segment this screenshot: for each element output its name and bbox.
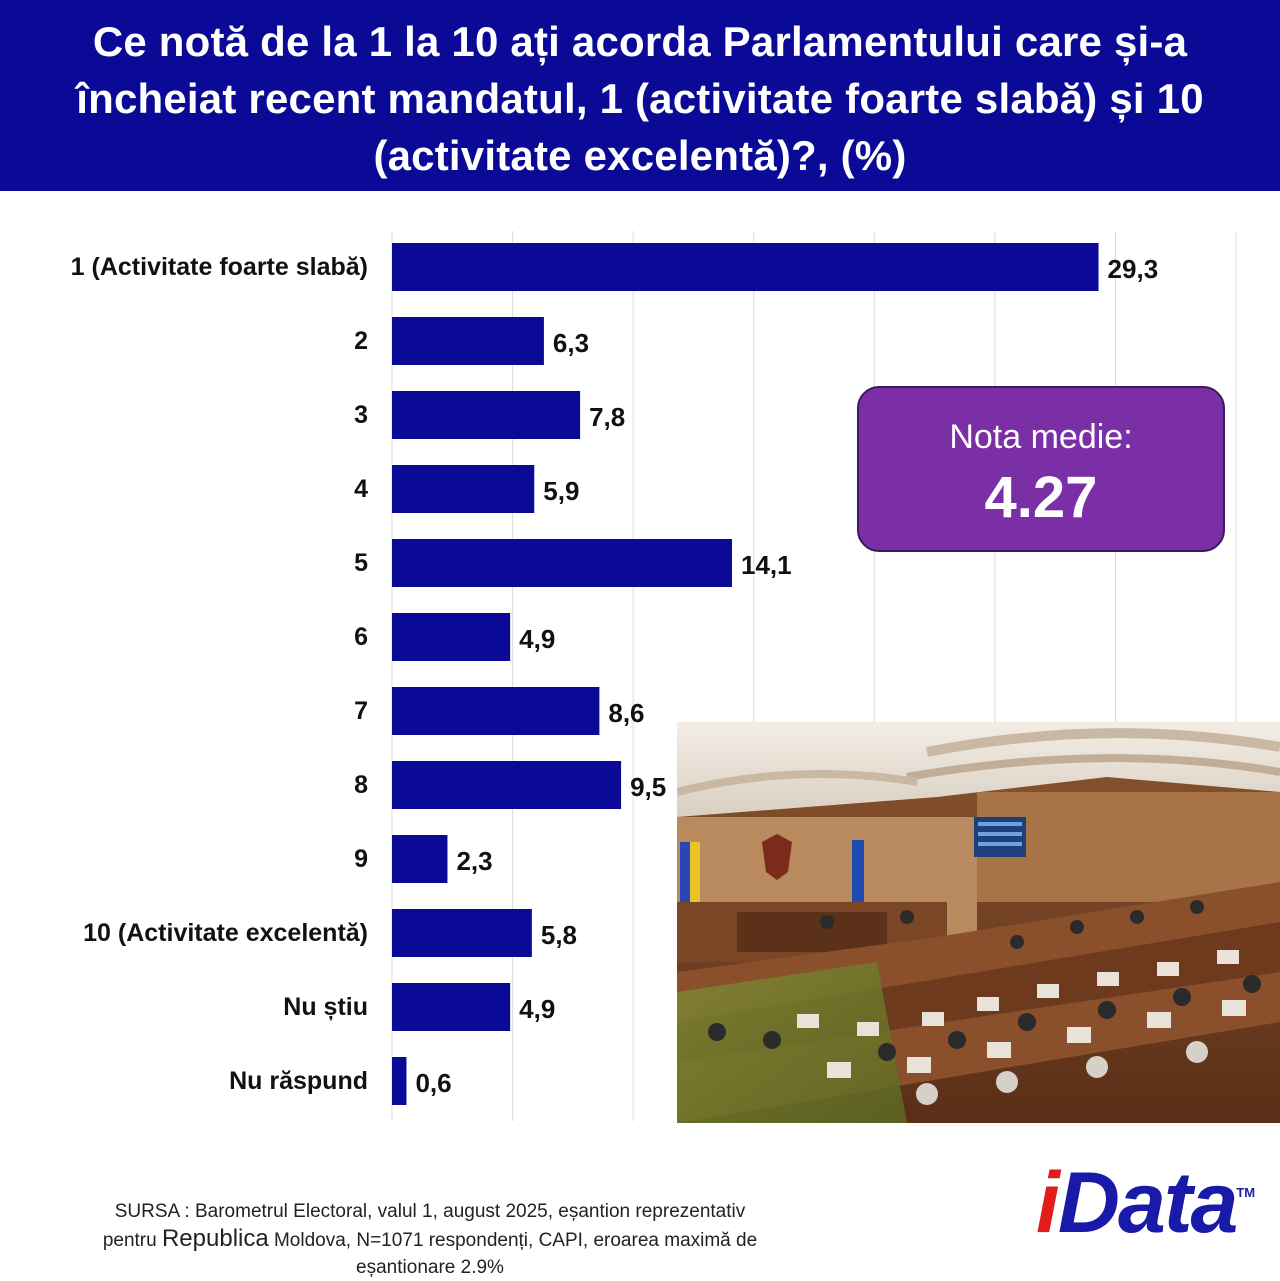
bar	[392, 1057, 407, 1105]
source-line-1: SURSA : Barometrul Electoral, valul 1, a…	[114, 1201, 746, 1222]
parliament-hall-photo	[677, 722, 1280, 1123]
grid-lines	[391, 231, 1237, 1121]
category-label: Nu răspund	[229, 1067, 368, 1095]
category-label: 9	[354, 845, 368, 873]
value-label: 29,3	[1108, 254, 1159, 284]
bar	[392, 835, 448, 883]
bar	[392, 983, 511, 1031]
value-label: 6,3	[553, 328, 589, 358]
category-label: 8	[354, 771, 368, 799]
bar-series	[392, 243, 1099, 1105]
bar	[392, 465, 535, 513]
category-label: 7	[354, 697, 368, 725]
bar	[392, 613, 511, 661]
bar	[392, 687, 600, 735]
category-label: 4	[354, 475, 368, 503]
category-label: 1 (Activitate foarte slabă)	[71, 253, 368, 281]
category-labels: 1 (Activitate foarte slabă) 2 3 4 5 6 7 8 9 10 (A…	[71, 253, 368, 1095]
bar	[392, 243, 1099, 291]
bar	[392, 539, 733, 587]
source-line-2: pentru Republica Moldova, N=1071 respond…	[40, 1225, 820, 1254]
value-label: 4,9	[519, 624, 555, 654]
logo-trademark: TM	[1236, 1185, 1256, 1200]
source-line-2-prefix: pentru	[102, 1230, 162, 1251]
value-label: 9,5	[630, 772, 666, 802]
value-label: 5,9	[543, 476, 579, 506]
category-label: Nu știu	[283, 993, 368, 1021]
bar	[392, 317, 544, 365]
source-line-2-rest: Moldova, N=1071 respondenți, CAPI, eroar…	[268, 1230, 758, 1251]
value-label: 0,6	[415, 1068, 451, 1098]
bar	[392, 761, 622, 809]
value-label: 8,6	[608, 698, 644, 728]
category-label: 10 (Activitate excelentă)	[83, 919, 368, 947]
source-line-3: eșantionare 2.9%	[356, 1257, 504, 1278]
value-labels: 29,3 6,3 7,8 5,9 14,1 4,9 8,6 9,5 2,3 5,8 4,9 0,6	[415, 254, 1158, 1098]
bar-chart: 1 (Activitate foarte slabă) 2 3 4 5 6 7 8 9 10 (A…	[71, 231, 1237, 1121]
average-score-label: Nota medie:	[949, 418, 1133, 456]
value-label: 2,3	[456, 846, 492, 876]
value-label: 5,8	[541, 920, 577, 950]
value-label: 7,8	[589, 402, 625, 432]
category-label: 2	[354, 327, 368, 355]
value-label: 14,1	[741, 550, 792, 580]
category-label: 6	[354, 623, 368, 651]
average-score-box: Nota medie: 4.27	[857, 386, 1225, 552]
category-label: 5	[354, 549, 368, 577]
bar	[392, 391, 581, 439]
bar	[392, 909, 532, 957]
category-label: 3	[354, 401, 368, 429]
source-note: SURSA : Barometrul Electoral, valul 1, a…	[40, 1198, 820, 1281]
source-line-2-emphasis: Republica	[161, 1225, 269, 1252]
value-label: 4,9	[519, 994, 555, 1024]
idata-logo: iDataTM	[1036, 1160, 1255, 1246]
logo-i: i	[1036, 1155, 1060, 1251]
logo-text: Data	[1057, 1155, 1238, 1251]
title-banner: Ce notă de la 1 la 10 ați acorda Parlame…	[0, 0, 1280, 191]
chart-title: Ce notă de la 1 la 10 ați acorda Parlame…	[76, 18, 1204, 179]
average-score-value: 4.27	[984, 465, 1098, 530]
